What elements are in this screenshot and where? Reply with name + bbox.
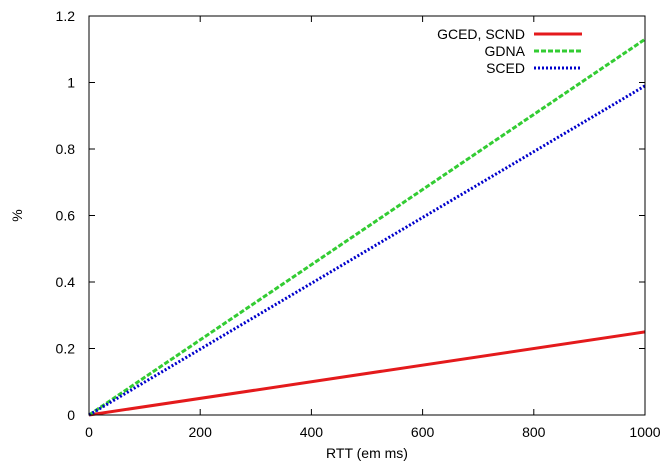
series-lines — [88, 38, 646, 417]
x-tick-label: 1000 — [629, 424, 660, 440]
y-tick-label: 1 — [67, 75, 75, 91]
x-tick-label: 200 — [189, 424, 213, 440]
x-tick-label: 0 — [85, 424, 93, 440]
legend-label: GDNA — [485, 43, 526, 59]
tick-labels: 0 200 400 600 800 1000 0 0.2 0.4 0.6 0.8 1 1.2 — [56, 8, 661, 440]
x-tick-label: 600 — [411, 424, 435, 440]
y-axis-label: % — [9, 209, 25, 221]
x-tick-label: 800 — [522, 424, 546, 440]
y-tick-label: 0.8 — [56, 141, 76, 157]
x-axis-label: RTT (em ms) — [326, 445, 408, 461]
x-tick-label: 400 — [300, 424, 324, 440]
y-tick-label: 0.4 — [56, 274, 76, 290]
y-tick-label: 0.2 — [56, 341, 76, 357]
legend-label: SCED — [486, 60, 525, 76]
y-tick-label: 1.2 — [56, 8, 76, 24]
series-line-0 — [88, 330, 646, 417]
plot-area-frame — [88, 15, 646, 416]
y-tick-label: 0.6 — [56, 208, 76, 224]
legend-label: GCED, SCND — [437, 26, 525, 42]
y-tick-label: 0 — [67, 407, 75, 423]
